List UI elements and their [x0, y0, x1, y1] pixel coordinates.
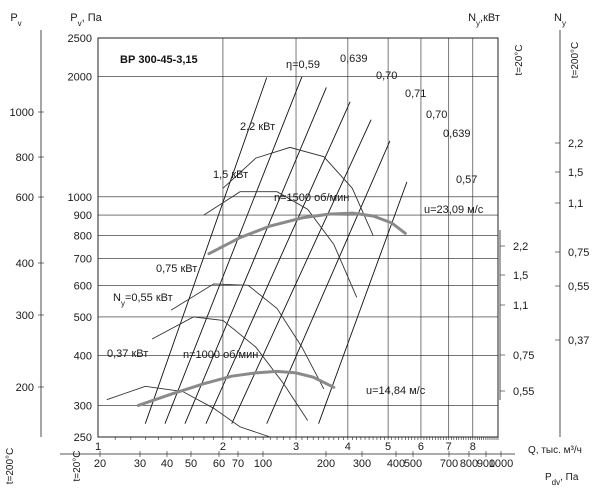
p200-tick-label: 600	[16, 192, 34, 204]
efficiency-label: 0,71	[405, 88, 426, 100]
pdv-tick-label: 30	[134, 458, 146, 470]
pdv-tick-label: 100	[254, 458, 272, 470]
pdv-tick-label: 60	[213, 458, 225, 470]
n20-temp-label: t=20°C	[514, 45, 525, 76]
series-label: n=1500 об/мин	[274, 192, 349, 204]
x-tick-label: 7	[446, 441, 452, 453]
plot-frame	[97, 37, 499, 438]
y-tick-label: 2500	[68, 33, 92, 45]
p200-tick-label: 800	[16, 152, 34, 164]
n20-tick-label: 1,5	[513, 270, 528, 282]
power-curves	[106, 146, 374, 438]
power-curve-label: 1,5 кВт	[213, 169, 248, 181]
y-tick-label: 300	[74, 400, 92, 412]
pdv-tick-label: 800	[460, 458, 478, 470]
efficiency-label: 0,70	[426, 109, 447, 121]
p200-axis-title: Pv	[10, 12, 21, 28]
pdv-tick-label: 900	[477, 458, 495, 470]
x-tick-label: 5	[385, 441, 391, 453]
efficiency-lines	[144, 76, 408, 424]
grid	[38, 30, 561, 457]
p200-temp-label: t=200°C	[5, 448, 16, 485]
y-tick-label: 900	[74, 210, 92, 222]
n20-tick-label: 0,55	[513, 386, 534, 398]
n200-axis-title: Ny	[554, 12, 566, 28]
pdv-tick-label: 400	[387, 458, 405, 470]
efficiency-label: 0,70	[376, 70, 397, 82]
x-temp-label: t=20°C	[72, 451, 83, 482]
efficiency-line	[231, 119, 372, 424]
p200-tick-label: 200	[16, 382, 34, 394]
n200-tick-label: 0,55	[568, 281, 589, 293]
pdv-tick-label: 300	[353, 458, 371, 470]
power-curve-label: Ny=0,55 кВт	[113, 292, 173, 308]
n200-tick-label: 1,5	[568, 167, 583, 179]
y-tick-label: 700	[74, 254, 92, 266]
n20-axis-title: Ny,кВт	[468, 12, 500, 28]
n200-tick-label: 2,2	[568, 138, 583, 150]
y-axis-title: Pv, Па	[70, 12, 102, 28]
x-tick-label: 4	[345, 441, 351, 453]
velocity-label: u=14,84 м/с	[366, 385, 426, 397]
n20-tick-label: 2,2	[513, 241, 528, 253]
power-curve	[203, 191, 358, 298]
n200-tick-label: 0,37	[568, 335, 589, 347]
velocity-label: u=23,09 м/с	[424, 204, 484, 216]
power-curve-label: 2,2 кВт	[240, 121, 275, 133]
power-curve	[151, 316, 309, 421]
power-curve-label: 0,75 кВт	[156, 263, 197, 275]
p200-tick-label: 1000	[10, 107, 34, 119]
performance-curves	[136, 211, 407, 407]
y-tick-label: 600	[74, 280, 92, 292]
performance-curve	[136, 369, 336, 407]
pdv-tick-label: 200	[317, 458, 335, 470]
x-axis-title: Q, тыс. м³/ч	[528, 445, 582, 456]
n200-tick-label: 0,75	[568, 247, 589, 259]
p200-tick-label: 400	[16, 258, 34, 270]
efficiency-line	[266, 140, 391, 424]
series-label: n=1000 об/мин	[183, 349, 258, 361]
n200-temp-label: t=200°C	[570, 42, 581, 79]
x-tick-label: 2	[220, 441, 226, 453]
efficiency-label: η=0,59	[286, 59, 320, 71]
n200-tick-label: 1,1	[568, 198, 583, 210]
power-curve-label: 0,37 кВт	[107, 348, 148, 360]
pdv-axis-title: Pdv, Па	[545, 472, 579, 487]
efficiency-line	[164, 76, 303, 424]
efficiency-label: 0,639	[340, 53, 368, 65]
n20-tick-label: 1,1	[513, 300, 528, 312]
y-tick-label: 2000	[68, 72, 92, 84]
p200-tick-label: 300	[16, 310, 34, 322]
pdv-tick-label: 700	[440, 458, 458, 470]
chart-title: ВР 300-45-3,15	[120, 54, 198, 66]
n20-tick-label: 0,75	[513, 350, 534, 362]
y-tick-label: 250	[74, 432, 92, 444]
x-tick-label: 8	[470, 441, 476, 453]
pdv-tick-label: 50	[185, 458, 197, 470]
efficiency-line	[184, 87, 327, 424]
x-tick-label: 3	[293, 441, 299, 453]
pdv-tick-label: 40	[161, 458, 173, 470]
efficiency-label: 0,57	[456, 174, 477, 186]
performance-curve	[207, 211, 407, 256]
y-tick-label: 1000	[68, 192, 92, 204]
y-tick-label: 800	[74, 230, 92, 242]
pdv-tick-label: 70	[232, 458, 244, 470]
efficiency-line	[205, 101, 351, 424]
x-tick-label: 6	[418, 441, 424, 453]
efficiency-label: 0,639	[443, 128, 471, 140]
efficiency-line	[144, 77, 268, 424]
power-curve	[170, 283, 325, 390]
y-tick-label: 500	[74, 312, 92, 324]
power-curve	[106, 385, 271, 438]
pdv-tick-label: 1000	[489, 458, 513, 470]
power-curve	[222, 146, 374, 236]
pdv-tick-label: 20	[94, 458, 106, 470]
x-tick-label: 1	[95, 441, 101, 453]
y-tick-label: 400	[74, 351, 92, 363]
pdv-tick-label: 500	[404, 458, 422, 470]
